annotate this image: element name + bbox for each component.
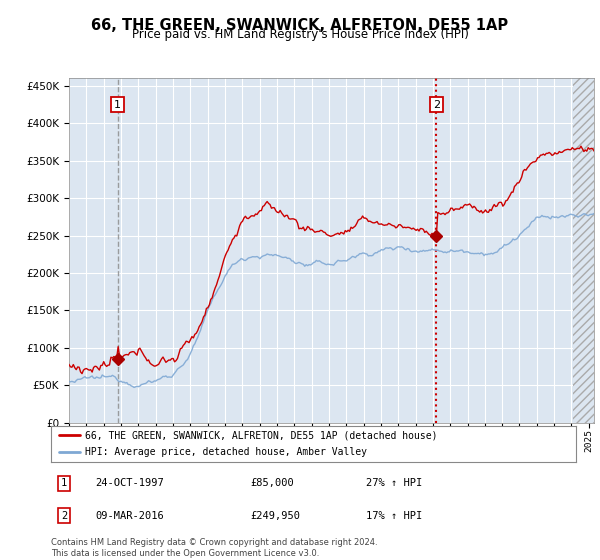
- Bar: [573, 78, 594, 423]
- Bar: [573, 78, 594, 423]
- Text: 2: 2: [61, 511, 67, 521]
- Text: 1: 1: [61, 478, 67, 488]
- Text: Price paid vs. HM Land Registry's House Price Index (HPI): Price paid vs. HM Land Registry's House …: [131, 28, 469, 41]
- Text: 27% ↑ HPI: 27% ↑ HPI: [366, 478, 422, 488]
- Text: 24-OCT-1997: 24-OCT-1997: [95, 478, 164, 488]
- Text: £249,950: £249,950: [251, 511, 301, 521]
- Text: Contains HM Land Registry data © Crown copyright and database right 2024.
This d: Contains HM Land Registry data © Crown c…: [51, 538, 377, 558]
- Text: 2: 2: [433, 100, 440, 110]
- Text: 66, THE GREEN, SWANWICK, ALFRETON, DE55 1AP (detached house): 66, THE GREEN, SWANWICK, ALFRETON, DE55 …: [85, 431, 437, 440]
- Text: 1: 1: [114, 100, 121, 110]
- Text: 17% ↑ HPI: 17% ↑ HPI: [366, 511, 422, 521]
- Text: 66, THE GREEN, SWANWICK, ALFRETON, DE55 1AP: 66, THE GREEN, SWANWICK, ALFRETON, DE55 …: [91, 18, 509, 33]
- Text: HPI: Average price, detached house, Amber Valley: HPI: Average price, detached house, Ambe…: [85, 447, 367, 457]
- Text: 09-MAR-2016: 09-MAR-2016: [95, 511, 164, 521]
- Text: £85,000: £85,000: [251, 478, 294, 488]
